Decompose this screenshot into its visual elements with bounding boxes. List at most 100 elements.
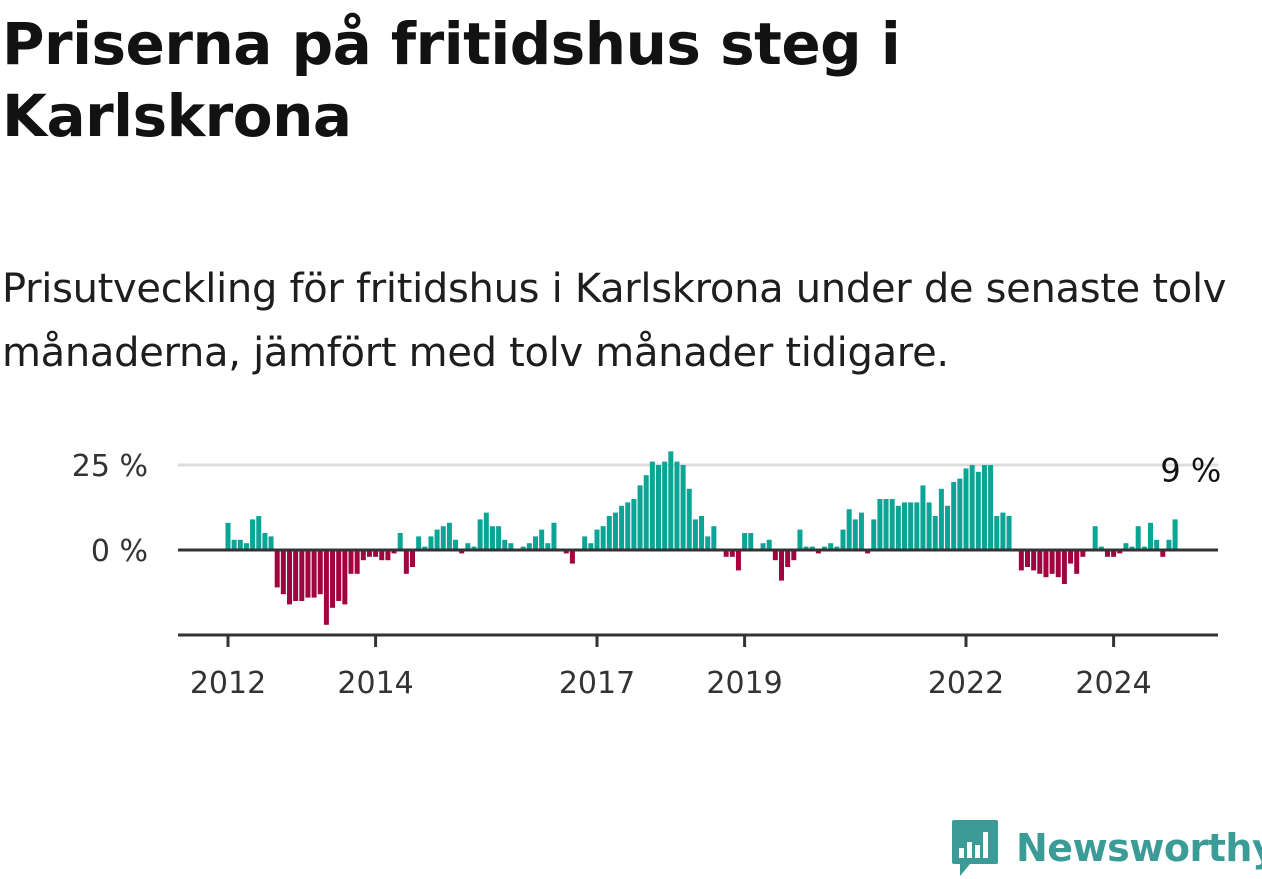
bar [656,465,661,550]
bar [852,519,858,550]
bar [932,516,938,550]
bar [828,543,834,550]
bar [391,550,397,554]
bar [969,465,975,550]
bar [1166,539,1172,550]
page-title: Priserna på fritidshus steg i Karlskrona [2,10,901,150]
bar [686,488,692,550]
bar [336,550,342,601]
bar [871,519,877,550]
bar [533,536,538,550]
bar [846,509,852,550]
bar [963,468,969,550]
axes [178,548,1218,647]
bar [422,546,428,550]
bar [779,550,784,581]
bar [877,499,883,550]
y-tick-label: 25 % [72,449,148,484]
bar [637,485,643,550]
bar [803,546,809,550]
bar [742,533,748,550]
bar [385,550,391,561]
bar [323,550,329,625]
bar [631,499,637,550]
bar [446,522,452,550]
bar [865,550,871,554]
bar [1160,550,1166,557]
bar [822,546,828,550]
bar [1104,550,1110,557]
bar [1111,550,1117,557]
bar [410,550,415,567]
bar [674,461,680,550]
bars [225,451,1178,625]
bar [416,536,422,550]
bar [551,522,557,550]
bar [1172,519,1178,550]
bar [1055,550,1061,578]
bar [569,550,575,564]
bar [237,539,243,550]
bar [643,475,649,550]
brand-logo: Newsworthy [950,818,1262,878]
bar [809,546,815,550]
bar [428,536,434,550]
bar [1018,550,1024,571]
bar [668,451,674,550]
bar [526,543,532,550]
bar [791,550,797,561]
bar [988,465,994,550]
bar [373,550,379,557]
bar [785,550,791,567]
bar [619,505,625,550]
bar [1037,550,1043,574]
bar [625,502,631,550]
bar [379,550,385,561]
bar [483,512,489,550]
bar [293,550,299,601]
bar [1129,546,1135,550]
bar [723,550,729,557]
bar-chart: 0 % 25 % 2012 2014 2017 2019 2022 2024 9 % [72,449,1221,701]
bar [908,502,914,550]
bar [975,471,981,550]
bar [594,529,600,550]
brand-name: Newsworthy [1016,826,1262,870]
bar [600,526,606,550]
x-tick-label: 2022 [928,666,1004,701]
bar [465,543,471,550]
x-tick-label: 2012 [190,666,266,701]
x-tick-label: 2019 [706,666,782,701]
bar [311,550,317,598]
bar [692,519,698,550]
bar [330,550,336,608]
bar [348,550,354,574]
bar [1080,550,1086,557]
bar [225,522,231,550]
bar [1049,550,1055,574]
bar [926,502,932,550]
bar [1043,550,1049,578]
bar [403,550,409,574]
bar [563,550,569,554]
x-tick-label: 2017 [559,666,635,701]
bar [938,488,944,550]
bar [262,533,268,550]
bar [902,502,907,550]
bar [250,519,256,550]
x-tick-label: 2014 [337,666,413,701]
bar [256,516,262,550]
bar [1117,550,1123,554]
bar [662,461,668,550]
bar [1098,546,1104,550]
bar [459,550,465,554]
bar [477,519,483,550]
bar [951,482,957,550]
bar [649,461,655,550]
bar [729,550,735,557]
bar [994,516,1000,550]
bar [1006,516,1012,550]
bar [231,539,237,550]
bar [243,543,249,550]
bar [299,550,305,601]
